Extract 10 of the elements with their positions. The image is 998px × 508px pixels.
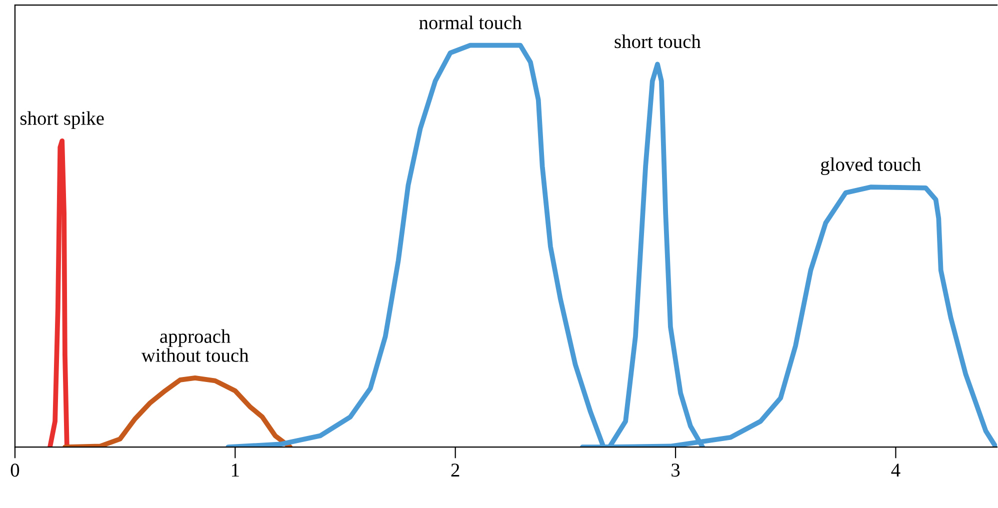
x-tick-label: 2 bbox=[451, 464, 460, 477]
x-tick-label: 3 bbox=[672, 464, 680, 477]
series-label: approach without touch bbox=[141, 329, 249, 362]
series-label: normal touch bbox=[419, 16, 522, 30]
x-tick-label: 4 bbox=[891, 464, 900, 477]
series-label: short spike bbox=[20, 111, 104, 129]
x-tick-label: 0 bbox=[10, 464, 20, 477]
series-label: short touch bbox=[614, 34, 701, 48]
x-tick-label: 1 bbox=[232, 464, 239, 477]
series-label: gloved touch bbox=[820, 157, 921, 176]
